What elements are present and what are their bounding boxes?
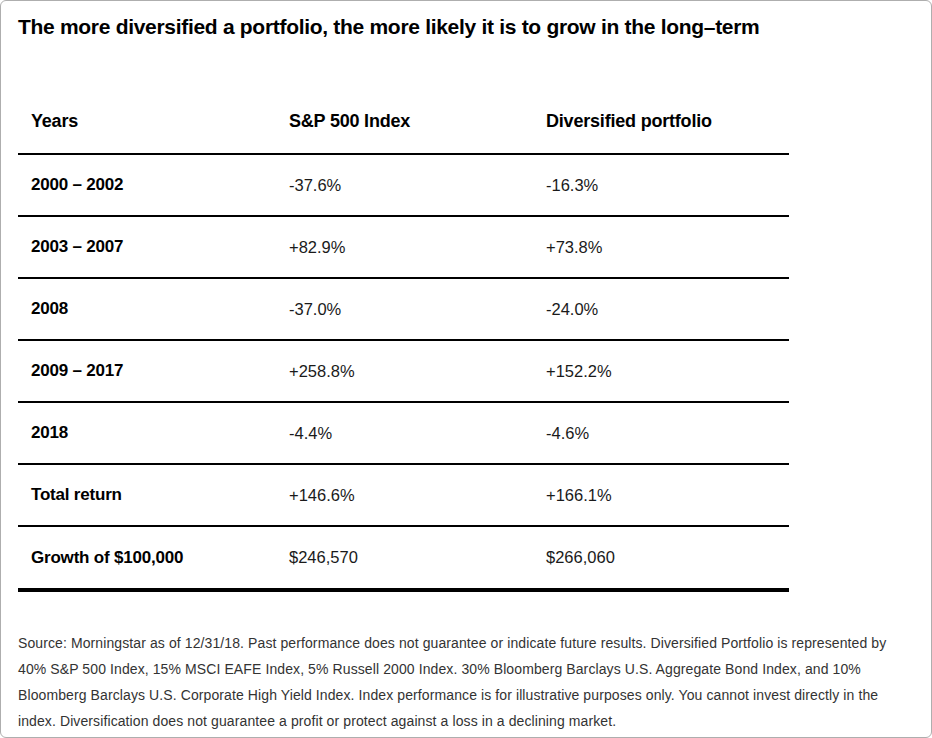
source-footnote: Source: Morningstar as of 12/31/18. Past… — [18, 630, 910, 734]
sp500-value: -37.6% — [289, 176, 546, 195]
sp500-value: -37.0% — [289, 300, 546, 319]
table-row: 2000 – 2002 -37.6% -16.3% — [18, 155, 789, 217]
row-label: 2000 – 2002 — [18, 175, 289, 195]
sp500-value: +82.9% — [289, 238, 546, 257]
column-header-diversified: Diversified portfolio — [546, 111, 789, 132]
table-row: 2009 – 2017 +258.8% +152.2% — [18, 341, 789, 403]
diversified-value: -4.6% — [546, 424, 789, 443]
table-row-total-return: Total return +146.6% +166.1% — [18, 465, 789, 527]
table-row-growth: Growth of $100,000 $246,570 $266,060 — [18, 527, 789, 592]
row-label: 2003 – 2007 — [18, 237, 289, 257]
row-label: Total return — [18, 485, 289, 505]
column-header-sp500: S&P 500 Index — [289, 111, 546, 132]
diversified-value: +166.1% — [546, 486, 789, 505]
sp500-value: -4.4% — [289, 424, 546, 443]
diversified-value: -16.3% — [546, 176, 789, 195]
diversified-value: +73.8% — [546, 238, 789, 257]
column-header-years: Years — [18, 111, 289, 132]
table-row: 2018 -4.4% -4.6% — [18, 403, 789, 465]
row-label: 2009 – 2017 — [18, 361, 289, 381]
diversified-value: $266,060 — [546, 548, 789, 567]
table-row: 2008 -37.0% -24.0% — [18, 279, 789, 341]
diversified-value: +152.2% — [546, 362, 789, 381]
table-row: 2003 – 2007 +82.9% +73.8% — [18, 217, 789, 279]
page-title: The more diversified a portfolio, the mo… — [18, 13, 911, 40]
returns-table: Years S&P 500 Index Diversified portfoli… — [18, 89, 789, 592]
diversified-value: -24.0% — [546, 300, 789, 319]
sp500-value: +258.8% — [289, 362, 546, 381]
sp500-value: +146.6% — [289, 486, 546, 505]
sp500-value: $246,570 — [289, 548, 546, 567]
row-label: 2018 — [18, 423, 289, 443]
row-label: Growth of $100,000 — [18, 548, 289, 568]
row-label: 2008 — [18, 299, 289, 319]
diversification-infographic: The more diversified a portfolio, the mo… — [0, 0, 932, 738]
table-header-row: Years S&P 500 Index Diversified portfoli… — [18, 89, 789, 155]
